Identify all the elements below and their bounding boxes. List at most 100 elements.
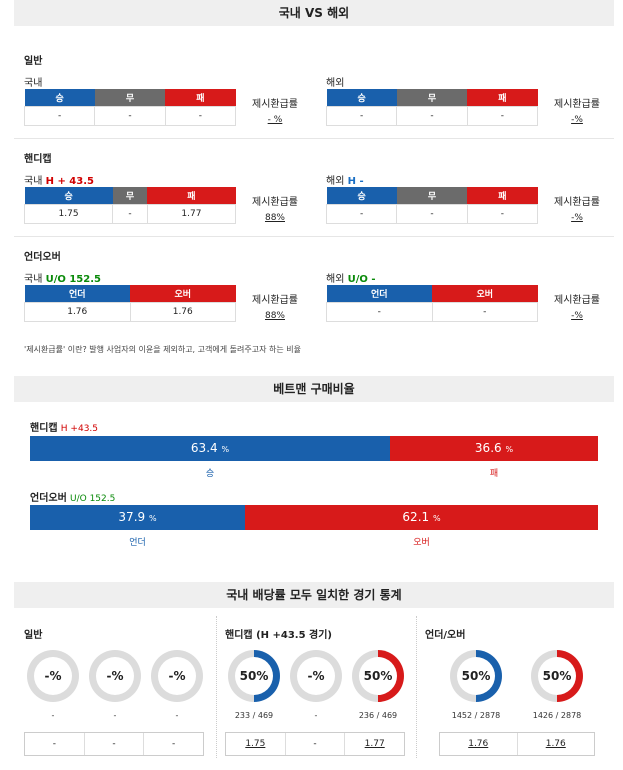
over-count: 1426 / 2878 xyxy=(532,711,582,720)
under-pct: 37.9 xyxy=(118,510,146,524)
overunder-domestic-odds-table: 언더 오버 1.76 1.76 xyxy=(24,285,236,322)
rate-label: 제시환급률 xyxy=(252,197,298,208)
rate-value[interactable]: -% xyxy=(571,213,583,223)
odds-win: - xyxy=(325,203,398,224)
handicap-domestic-rate: 제시환급률 88% xyxy=(240,193,310,223)
odds-lose: - xyxy=(466,105,539,126)
ring-value: 50% xyxy=(461,669,491,683)
general-overseas-rate: 제시환급률 -% xyxy=(542,95,612,125)
odds-under: - xyxy=(326,301,433,322)
ring-value: 50% xyxy=(239,669,269,683)
col-over: 오버 xyxy=(432,285,538,302)
handicap-win-label: 승 xyxy=(205,469,215,479)
over-label: 오버 xyxy=(413,538,430,548)
over-ring: 50% xyxy=(531,650,583,702)
general-domestic-label: 국내 xyxy=(24,78,43,89)
betting-handicap-title: 핸디캡 H +43.5 xyxy=(30,419,98,434)
stats-ou-title: 언더/오버 xyxy=(425,630,466,641)
overunder-overseas-odds-table: 언더 오버 -- xyxy=(326,285,538,322)
col-over: 오버 xyxy=(130,285,236,302)
ou-line: U/O 152.5 xyxy=(70,494,116,504)
col-lose: 패 xyxy=(147,187,236,204)
handicap-label: 핸디캡 xyxy=(30,423,58,434)
rate-value[interactable]: 88% xyxy=(264,311,285,321)
ring-value: 50% xyxy=(542,669,572,683)
col-draw: 무 xyxy=(112,187,148,204)
odds-lose: - xyxy=(164,105,237,126)
odds-draw: - xyxy=(396,203,468,224)
handicap-win-ring: 50% xyxy=(228,650,280,702)
odds-win: 1.75 xyxy=(23,203,114,224)
handicap-overseas-label: 해외 H - xyxy=(326,172,364,187)
odds-win: - xyxy=(25,733,85,755)
handicap-domestic-line: H + 43.5 xyxy=(45,176,94,187)
stats-handicap-title: 핸디캡 (H +43.5 경기) xyxy=(225,630,333,641)
overunder-domestic-label: 국내 U/O 152.5 xyxy=(24,270,101,285)
col-win: 승 xyxy=(326,187,397,204)
odds-win: - xyxy=(325,105,398,126)
rate-value[interactable]: -% xyxy=(571,311,583,321)
section-header-matching-stats: 국내 배당률 모두 일치한 경기 통계 xyxy=(14,582,614,608)
odds-over[interactable]: 1.76 xyxy=(545,739,566,749)
col-draw: 무 xyxy=(94,89,166,106)
divider xyxy=(416,616,417,758)
col-under: 언더 xyxy=(24,285,130,302)
general-lose-ring: -% xyxy=(151,650,203,702)
odds-over: 1.76 xyxy=(129,301,236,322)
handicap-overseas-line: H - xyxy=(347,176,364,187)
general-lose-count: - xyxy=(175,711,179,720)
rate-note: '제시환급률' 이란? 발행 사업자의 이윤을 제외하고, 고객에게 돌려주고자… xyxy=(24,345,301,354)
divider xyxy=(14,138,614,139)
ring-value: -% xyxy=(106,669,124,683)
col-draw: 무 xyxy=(396,89,468,106)
handicap-win-count: 233 / 469 xyxy=(234,711,274,720)
rate-label: 제시환급률 xyxy=(554,197,600,208)
ring-value: 50% xyxy=(363,669,393,683)
col-win: 승 xyxy=(24,89,95,106)
col-under: 언더 xyxy=(326,285,432,302)
odds-win[interactable]: 1.75 xyxy=(226,733,286,755)
rate-value[interactable]: - % xyxy=(267,115,283,125)
overunder-overseas-rate: 제시환급률 -% xyxy=(542,291,612,321)
odds-lose: - xyxy=(172,739,176,749)
overseas-label: 해외 xyxy=(326,176,345,187)
handicap-draw-count: - xyxy=(314,711,318,720)
rate-label: 제시환급률 xyxy=(252,99,298,110)
section-header-domestic-vs-overseas: 국내 VS 해외 xyxy=(14,0,614,26)
odds-under: 1.76 xyxy=(24,301,131,322)
overunder-overseas-line: U/O - xyxy=(347,274,376,285)
col-win: 승 xyxy=(326,89,397,106)
rate-value[interactable]: 88% xyxy=(264,213,285,223)
odds-lose: - xyxy=(466,203,539,224)
odds-draw: - xyxy=(286,733,346,755)
odds-under[interactable]: 1.76 xyxy=(440,733,518,755)
handicap-odds-box: 1.75 - 1.77 xyxy=(225,732,405,756)
odds-draw: - xyxy=(85,733,145,755)
handicap-domestic-label: 국내 H + 43.5 xyxy=(24,172,94,187)
over-pct: 62.1 xyxy=(402,510,430,524)
handicap-line: H +43.5 xyxy=(60,424,99,434)
handicap-lose-pct: 36.6 xyxy=(474,441,502,455)
col-lose: 패 xyxy=(467,89,538,106)
odds-draw: - xyxy=(94,105,166,126)
overunder-domestic-line: U/O 152.5 xyxy=(45,274,101,285)
handicap-title: 핸디캡 xyxy=(24,154,52,165)
handicap-win-pct: 63.4 xyxy=(190,441,218,455)
rate-label: 제시환급률 xyxy=(252,295,298,306)
ou-odds-box: 1.76 1.76 xyxy=(439,732,595,756)
pct-unit: % xyxy=(148,514,157,523)
odds-win: - xyxy=(23,105,96,126)
general-title: 일반 xyxy=(24,56,43,67)
rate-value[interactable]: -% xyxy=(571,115,583,125)
handicap-lose-label: 패 xyxy=(489,469,499,479)
under-count: 1452 / 2878 xyxy=(451,711,501,720)
general-win-count: - xyxy=(51,711,55,720)
overunder-domestic-rate: 제시환급률 88% xyxy=(240,291,310,321)
pct-unit: % xyxy=(505,445,514,454)
domestic-label: 국내 xyxy=(24,274,43,285)
handicap-lose-bar: 36.6 % xyxy=(390,436,598,461)
odds-lose[interactable]: 1.77 xyxy=(364,739,385,749)
